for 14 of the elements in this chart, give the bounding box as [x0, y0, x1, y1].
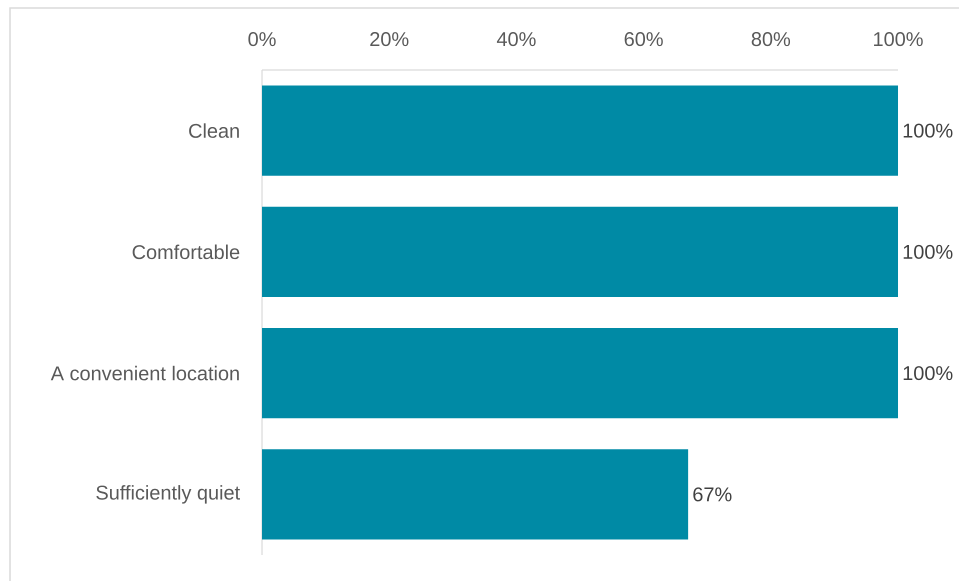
x-tick-label: 20%	[370, 32, 408, 46]
x-tick-label: 60%	[624, 32, 663, 46]
y-tick-label: A convenient location	[50, 366, 239, 380]
y-tick-label: Comfortable	[132, 244, 240, 260]
data-label: 100%	[904, 366, 952, 380]
data-label: 100%	[904, 244, 952, 259]
x-tick-label: 80%	[752, 32, 790, 46]
x-tick-label: 100%	[874, 32, 923, 46]
x-tick-label: 40%	[496, 32, 536, 46]
x-tick-label: 0%	[248, 32, 276, 46]
data-label: 67%	[693, 487, 732, 502]
y-tick-label: Sufficiently quiet	[96, 485, 240, 504]
data-label: 100%	[904, 124, 952, 138]
y-tick-label: Clean	[189, 123, 239, 138]
